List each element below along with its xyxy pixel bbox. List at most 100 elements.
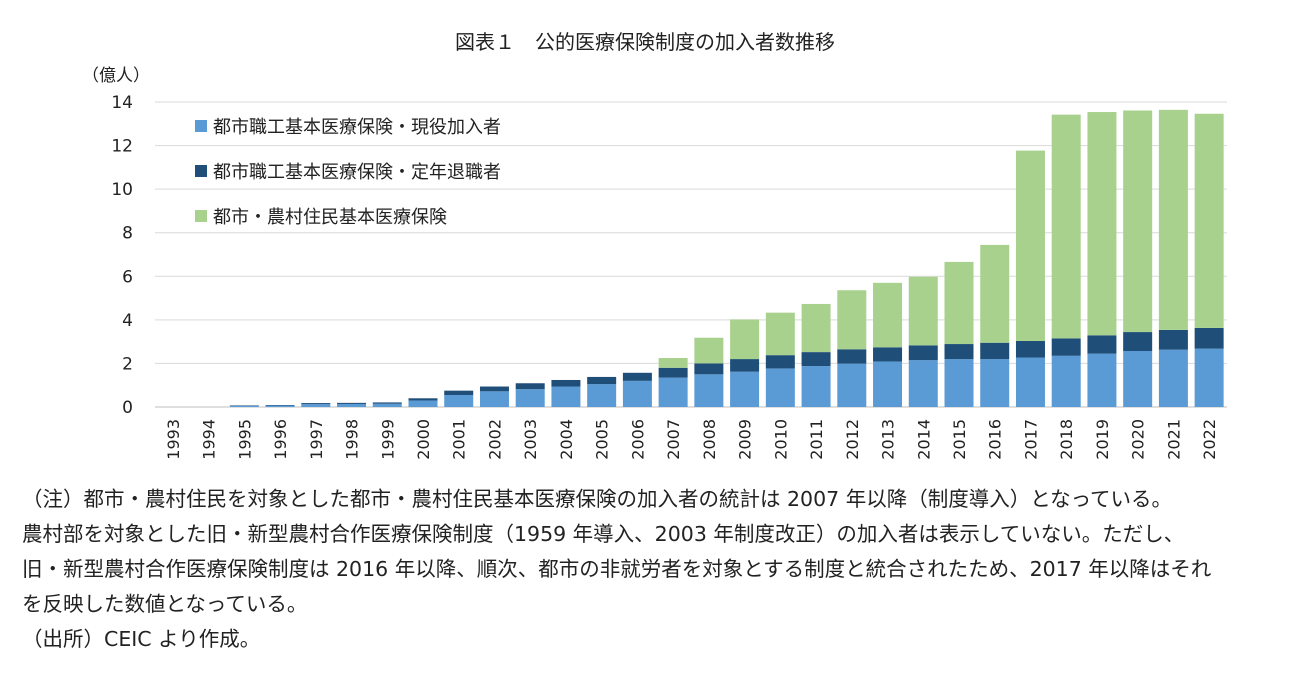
chart-title: 図表１ 公的医療保険制度の加入者数推移 (455, 30, 835, 54)
x-tick-label: 2005 (593, 419, 612, 460)
bar-segment (372, 403, 402, 407)
x-tick-label: 2022 (1200, 419, 1219, 460)
bar-segment (1194, 327, 1224, 349)
bar-segment (908, 345, 938, 361)
x-tick-label: 1997 (307, 419, 326, 460)
bar-segment (408, 400, 438, 407)
note-line: 旧・新型農村合作医療保険制度は 2016 年以降、順次、都市の非就労者を対象とす… (22, 557, 1212, 581)
bar-segment (944, 359, 974, 407)
y-tick-label: 12 (111, 137, 133, 157)
bar-segment (372, 402, 402, 404)
legend: 都市職工基本医療保険・現役加入者都市職工基本医療保険・定年退職者都市・農村住民基… (195, 117, 501, 228)
bar-segment (265, 405, 295, 406)
bar-segment (837, 363, 867, 407)
x-tick-label: 2006 (628, 419, 647, 460)
y-tick-label: 14 (111, 93, 133, 113)
y-tick-label: 10 (111, 180, 133, 200)
footnotes: （注）都市・農村住民を対象とした都市・農村住民基本医療保険の加入者の統計は 20… (22, 482, 1302, 657)
bar-segment (587, 384, 617, 407)
bar-segment (1087, 335, 1117, 354)
bar-segment (515, 383, 545, 390)
x-tick-label: 2012 (843, 419, 862, 460)
bar-segment (801, 366, 831, 407)
note-line: 農村部を対象とした旧・新型農村合作医療保険制度（1959 年導入、2003 年制… (22, 522, 1185, 546)
x-tick-label: 1994 (200, 419, 219, 460)
bar-segment (229, 405, 259, 407)
bar-segment (1123, 110, 1153, 333)
bar-segment (301, 404, 331, 407)
y-axis-unit-label: （億人） (82, 66, 150, 86)
bar-segment (873, 361, 903, 407)
legend-label: 都市職工基本医療保険・現役加入者 (213, 117, 501, 138)
x-tick-label: 1993 (164, 419, 183, 460)
x-tick-label: 2000 (414, 419, 433, 460)
x-tick-label: 2017 (1021, 419, 1040, 460)
y-tick-labels: 0 2 4 6 8 10 12 14 (111, 93, 133, 418)
bar-segment (622, 380, 652, 407)
bar-segment (730, 319, 760, 360)
bar-segment (1087, 112, 1117, 336)
note-line: を反映した数値となっている。 (22, 592, 308, 616)
bar-segment (765, 368, 795, 407)
bar-segment (873, 347, 903, 362)
bar-segment (730, 371, 760, 407)
source-line: （出所）CEIC より作成。 (22, 627, 261, 651)
bar-segment (1051, 338, 1081, 356)
bar-segment (765, 355, 795, 369)
x-tick-label: 2021 (1164, 419, 1183, 460)
bar-segment (980, 342, 1010, 360)
bar-segment (479, 386, 509, 392)
bar-segment (1194, 113, 1224, 328)
x-tick-labels: 1993 1994 1995 1996 1997 1998 1999 2000 2001 2002… (164, 419, 1219, 460)
x-tick-label: 1998 (343, 419, 362, 460)
legend-swatch (195, 165, 207, 177)
stacked-bar-chart: 図表１ 公的医療保険制度の加入者数推移 （億人） 0 2 4 6 8 10 12 14 199… (82, 30, 1227, 460)
x-tick-label: 2002 (485, 419, 504, 460)
y-tick-label: 8 (122, 224, 133, 244)
x-tick-label: 2016 (986, 419, 1005, 460)
bar-segment (337, 402, 367, 404)
bar-segment (1123, 351, 1153, 407)
x-tick-label: 2008 (700, 419, 719, 460)
bar-segment (980, 359, 1010, 407)
bar-segment (551, 386, 581, 407)
bar-segment (408, 398, 438, 401)
y-tick-label: 2 (122, 354, 133, 374)
y-tick-label: 0 (122, 398, 133, 418)
x-tick-label: 2007 (664, 419, 683, 460)
bar-segment (658, 357, 688, 368)
bar-segment (301, 403, 331, 405)
x-tick-label: 2015 (950, 419, 969, 460)
legend-swatch (195, 120, 207, 132)
bars-group (229, 109, 1224, 407)
bar-segment (1051, 355, 1081, 407)
bar-segment (944, 344, 974, 360)
gridlines (155, 101, 1227, 408)
bar-segment (1015, 340, 1045, 358)
bar-segment (908, 276, 938, 346)
x-tick-label: 2020 (1129, 419, 1148, 460)
bar-segment (837, 349, 867, 364)
bar-segment (658, 377, 688, 407)
legend-label: 都市・農村住民基本医療保険 (213, 207, 447, 228)
legend-label: 都市職工基本医療保険・定年退職者 (213, 162, 501, 183)
note-line: （注）都市・農村住民を対象とした都市・農村住民基本医療保険の加入者の統計は 20… (22, 487, 1173, 511)
x-tick-label: 1996 (271, 419, 290, 460)
x-tick-label: 2010 (771, 419, 790, 460)
x-tick-label: 2014 (914, 419, 933, 460)
bar-segment (1158, 109, 1188, 330)
x-tick-label: 2003 (521, 419, 540, 460)
bar-segment (622, 372, 652, 381)
bar-segment (337, 403, 367, 407)
bar-segment (1087, 353, 1117, 407)
bar-segment (444, 390, 474, 396)
x-tick-label: 2009 (736, 419, 755, 460)
bar-segment (1015, 357, 1045, 407)
bar-segment (229, 405, 259, 406)
bar-segment (1051, 114, 1081, 339)
x-tick-label: 2019 (1093, 419, 1112, 460)
x-tick-label: 2018 (1057, 419, 1076, 460)
bar-segment (658, 367, 688, 378)
bar-segment (515, 389, 545, 407)
bar-segment (265, 405, 295, 407)
